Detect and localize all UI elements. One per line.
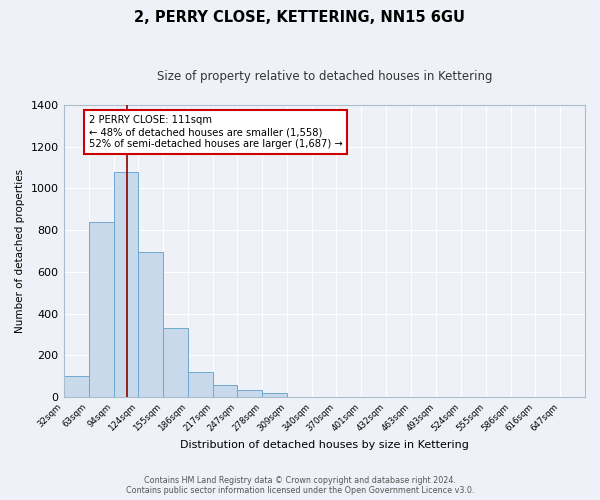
Bar — [89, 222, 113, 397]
X-axis label: Distribution of detached houses by size in Kettering: Distribution of detached houses by size … — [180, 440, 469, 450]
Y-axis label: Number of detached properties: Number of detached properties — [15, 169, 25, 333]
Bar — [262, 393, 287, 397]
Bar — [237, 390, 262, 397]
Text: Contains HM Land Registry data © Crown copyright and database right 2024.
Contai: Contains HM Land Registry data © Crown c… — [126, 476, 474, 495]
Text: 2, PERRY CLOSE, KETTERING, NN15 6GU: 2, PERRY CLOSE, KETTERING, NN15 6GU — [134, 10, 466, 25]
Bar — [113, 172, 138, 397]
Bar — [138, 252, 163, 397]
Bar — [213, 384, 237, 397]
Bar — [163, 328, 188, 397]
Bar — [188, 372, 213, 397]
Text: 2 PERRY CLOSE: 111sqm
← 48% of detached houses are smaller (1,558)
52% of semi-d: 2 PERRY CLOSE: 111sqm ← 48% of detached … — [89, 116, 343, 148]
Title: Size of property relative to detached houses in Kettering: Size of property relative to detached ho… — [157, 70, 492, 83]
Bar — [64, 376, 89, 397]
